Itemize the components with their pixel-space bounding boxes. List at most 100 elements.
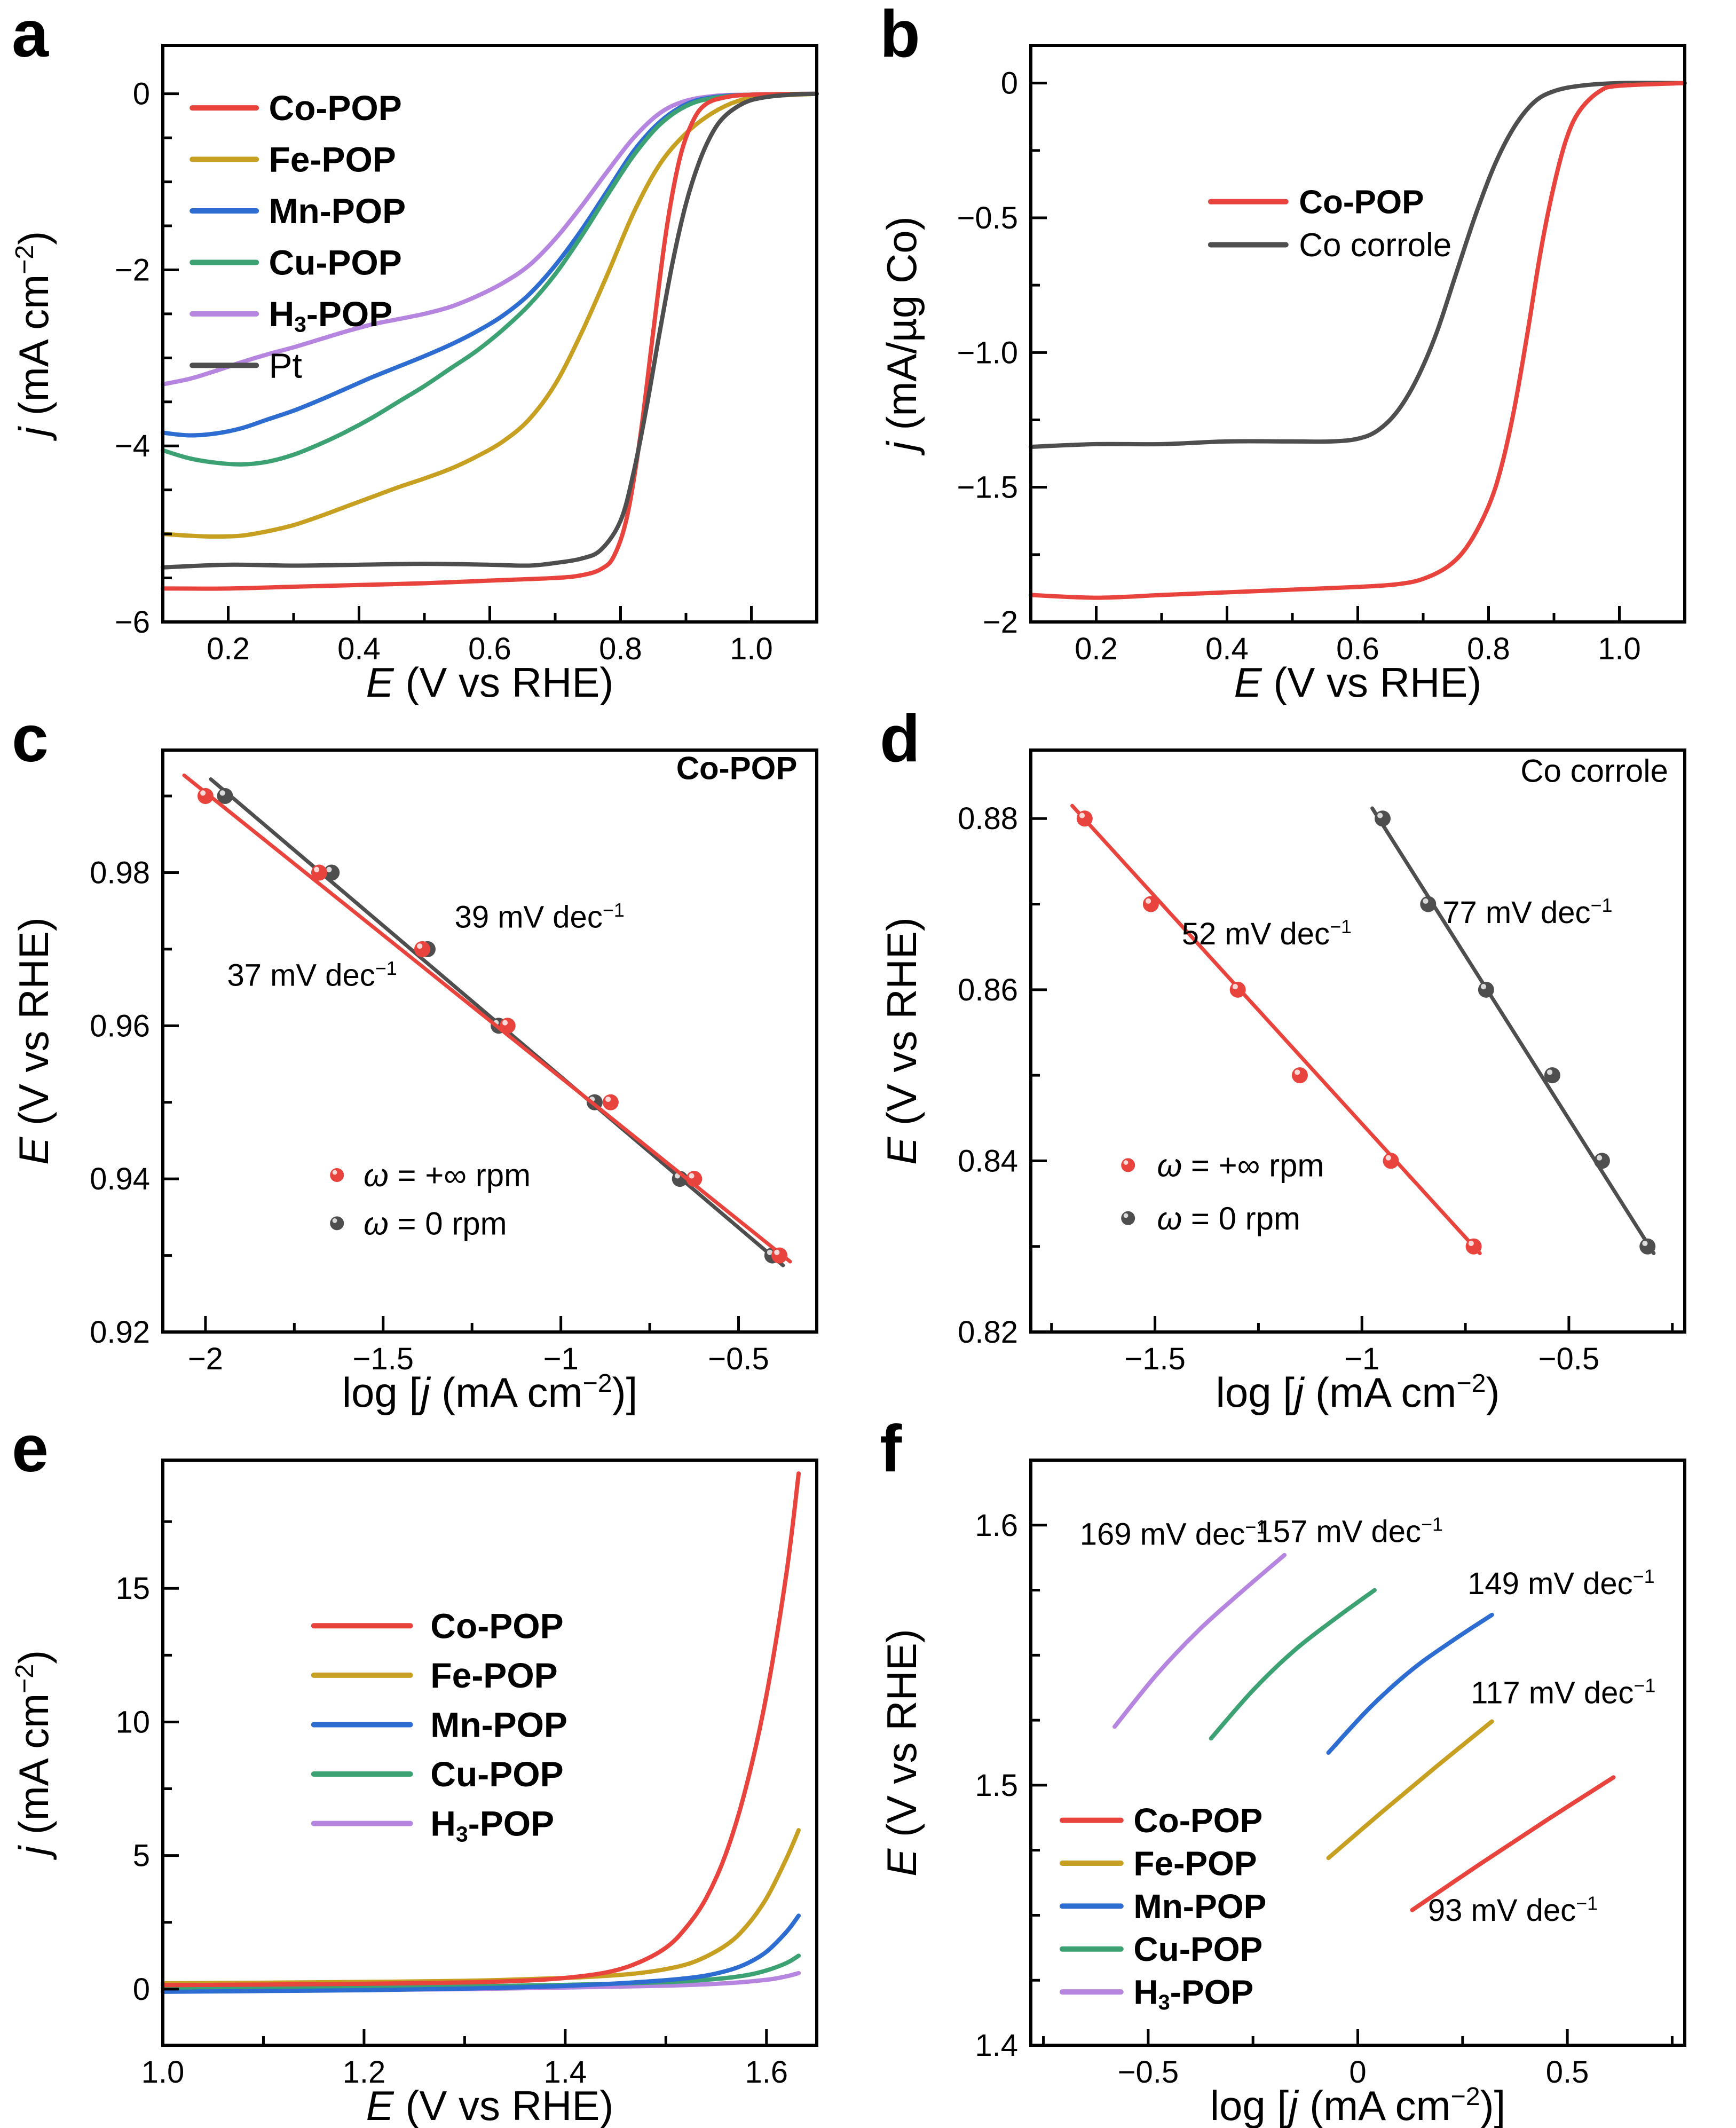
legend-marker xyxy=(1121,1211,1135,1225)
data-point-omega-0-rpm-highlight xyxy=(219,790,225,796)
legend-label: Fe-POP xyxy=(1133,1844,1257,1882)
y-tick-label: 1.4 xyxy=(975,2028,1018,2063)
series-group xyxy=(1112,1552,1616,1912)
series-group xyxy=(161,1471,801,1994)
annotation: 52 mV dec−1 xyxy=(1182,916,1352,951)
data-point-omega-inf-rpm xyxy=(197,788,214,805)
x-tick-label: −1 xyxy=(543,1342,579,1376)
legend: Co-POP Co corrole xyxy=(1208,184,1451,264)
y-axis-label: E (V vs RHE) xyxy=(878,1629,925,1877)
data-point-omega-inf-rpm xyxy=(311,864,327,881)
y-tick-label: −6 xyxy=(115,605,150,640)
series-line-Co-POP xyxy=(1410,1775,1616,1912)
panel-d: d −1.5 −1 −0.5 0.82 0.84 0.86 0.88 log [j (mA c… xyxy=(868,705,1736,1416)
legend-label: H3-POP xyxy=(1133,1973,1253,2014)
series-H3-POP xyxy=(161,91,819,387)
data-point-omega-inf-rpm xyxy=(1291,1067,1308,1084)
legend: Co-POP Fe-POP Mn-POP Cu-POP H3-POP xyxy=(1059,1801,1266,2014)
annotation: 157 mV dec−1 xyxy=(1256,1514,1443,1549)
data-point-omega-0-rpm-highlight xyxy=(767,1249,773,1255)
data-point-omega-0-rpm xyxy=(1639,1238,1656,1255)
series-Co-POP xyxy=(161,1471,801,1988)
y-axis-label: j (mA cm−2) xyxy=(10,1650,57,1860)
legend: ω = +∞ rpm ω = 0 rpm xyxy=(330,1157,531,1241)
series-Mn-POP xyxy=(161,91,819,438)
annotation: 77 mV dec−1 xyxy=(1442,894,1612,930)
panel-d-plot: −1.5 −1 −0.5 0.82 0.84 0.86 0.88 log [j (mA cm−… xyxy=(878,748,1686,1416)
data-point-omega-0-rpm-highlight xyxy=(1546,1069,1553,1075)
panel-a: a 0.2 0.4 0.6 0.8 1.0 0 −2 −4 −6 E (V vs RHE) j (m… xyxy=(0,0,868,706)
x-tick-label: −0.5 xyxy=(1538,1342,1600,1376)
series-Co-POP xyxy=(1029,81,1687,600)
x-tick-label: −1.5 xyxy=(1124,1342,1186,1376)
legend-marker-highlight xyxy=(332,1170,337,1175)
legend-label: Fe-POP xyxy=(269,140,396,179)
series-Mn-POP xyxy=(1326,1612,1494,1755)
legend-label: ω = +∞ rpm xyxy=(364,1157,531,1193)
legend-label: Mn-POP xyxy=(1133,1887,1266,1926)
fit-line-omega-0-rpm xyxy=(1370,806,1656,1256)
series-line-Cu-POP xyxy=(1209,1588,1377,1741)
panel-c-plot: −2 −1.5 −1 −0.5 0.92 0.94 0.96 0.98 log [j (mA c… xyxy=(10,748,818,1416)
y-tick-label: −0.5 xyxy=(957,201,1019,235)
legend-marker xyxy=(330,1168,344,1182)
data-point-omega-inf-rpm xyxy=(771,1247,788,1264)
y-tick-label: 0.94 xyxy=(90,1162,150,1196)
panel-e: e 1.0 1.2 1.4 1.6 0 5 10 15 E (V vs RHE) j (mA cm… xyxy=(0,1415,868,2128)
y-tick-label: −1.5 xyxy=(957,470,1019,505)
legend-label: Co-POP xyxy=(1299,184,1424,220)
y-tick-label: 0.88 xyxy=(958,801,1018,836)
data-point-omega-0-rpm xyxy=(1375,810,1391,827)
x-tick-label: 1.2 xyxy=(343,2055,386,2090)
x-axis-label: E (V vs RHE) xyxy=(366,659,614,706)
axes: 0.2 0.4 0.6 0.8 1.0 0 −0.5 −1.0 −1.5 −2 xyxy=(957,44,1686,666)
data-point-omega-inf-rpm xyxy=(602,1094,619,1110)
data-point-omega-inf-rpm xyxy=(1076,810,1093,827)
legend-label: H3-POP xyxy=(430,1804,554,1847)
x-tick-label: 0.5 xyxy=(1546,2055,1589,2090)
x-tick-label: 0.2 xyxy=(1075,632,1118,666)
series-line-Pt xyxy=(161,91,819,570)
y-tick-label: 1.6 xyxy=(975,1508,1018,1543)
data-point-omega-0-rpm-highlight xyxy=(1597,1155,1603,1161)
x-tick-label: −1.5 xyxy=(353,1342,414,1376)
annotation: 169 mV dec−1 xyxy=(1080,1516,1267,1551)
data-point-omega-0-rpm xyxy=(1478,981,1494,998)
series-line-H3-POP xyxy=(161,91,819,387)
data-point-omega-inf-rpm-highlight xyxy=(1079,813,1085,818)
x-tick-label: 1.6 xyxy=(745,2055,788,2090)
series-line-H3-POP xyxy=(1112,1552,1287,1729)
x-tick-label: 0.2 xyxy=(207,632,250,666)
legend-label: ω = 0 rpm xyxy=(364,1205,507,1241)
series-Co corrole xyxy=(1029,81,1687,449)
panel-letter-c: c xyxy=(12,702,49,776)
series-line-Co-POP xyxy=(1029,81,1687,600)
series-group xyxy=(161,91,819,591)
plot-box xyxy=(1029,748,1686,1334)
data-point-omega-0-rpm xyxy=(1544,1067,1560,1084)
legend: ω = +∞ rpm ω = 0 rpm xyxy=(1121,1147,1324,1236)
data-point-omega-0-rpm xyxy=(1593,1153,1610,1169)
y-tick-label: 0.96 xyxy=(90,1008,150,1043)
series-omega-inf-rpm xyxy=(1070,803,1482,1256)
panel-f: f −0.5 0 0.5 1.4 1.5 1.6 log [j (mA cm−2)] E (V… xyxy=(868,1415,1736,2128)
data-point-omega-inf-rpm xyxy=(499,1018,516,1034)
data-point-omega-0-rpm-highlight xyxy=(1642,1240,1648,1247)
y-tick-label: −4 xyxy=(115,429,150,463)
x-tick-label: −0.5 xyxy=(1118,2055,1179,2090)
corner-label: Co corrole xyxy=(1520,753,1668,789)
y-tick-label: −2 xyxy=(115,253,150,287)
y-tick-label: 0 xyxy=(133,1972,150,2007)
data-point-omega-inf-rpm xyxy=(1229,981,1246,998)
data-point-omega-inf-rpm-highlight xyxy=(689,1173,695,1179)
series-line-Co-POP xyxy=(161,91,819,591)
series-line-Fe-POP xyxy=(161,91,819,539)
legend-label: Fe-POP xyxy=(430,1656,557,1695)
data-point-omega-inf-rpm xyxy=(1142,896,1159,912)
y-tick-label: 10 xyxy=(115,1705,150,1739)
y-tick-label: 0.86 xyxy=(958,973,1018,1007)
data-point-omega-0-rpm-highlight xyxy=(1423,898,1429,904)
data-point-omega-0-rpm xyxy=(1420,896,1437,912)
annotation: 93 mV dec−1 xyxy=(1428,1892,1598,1928)
